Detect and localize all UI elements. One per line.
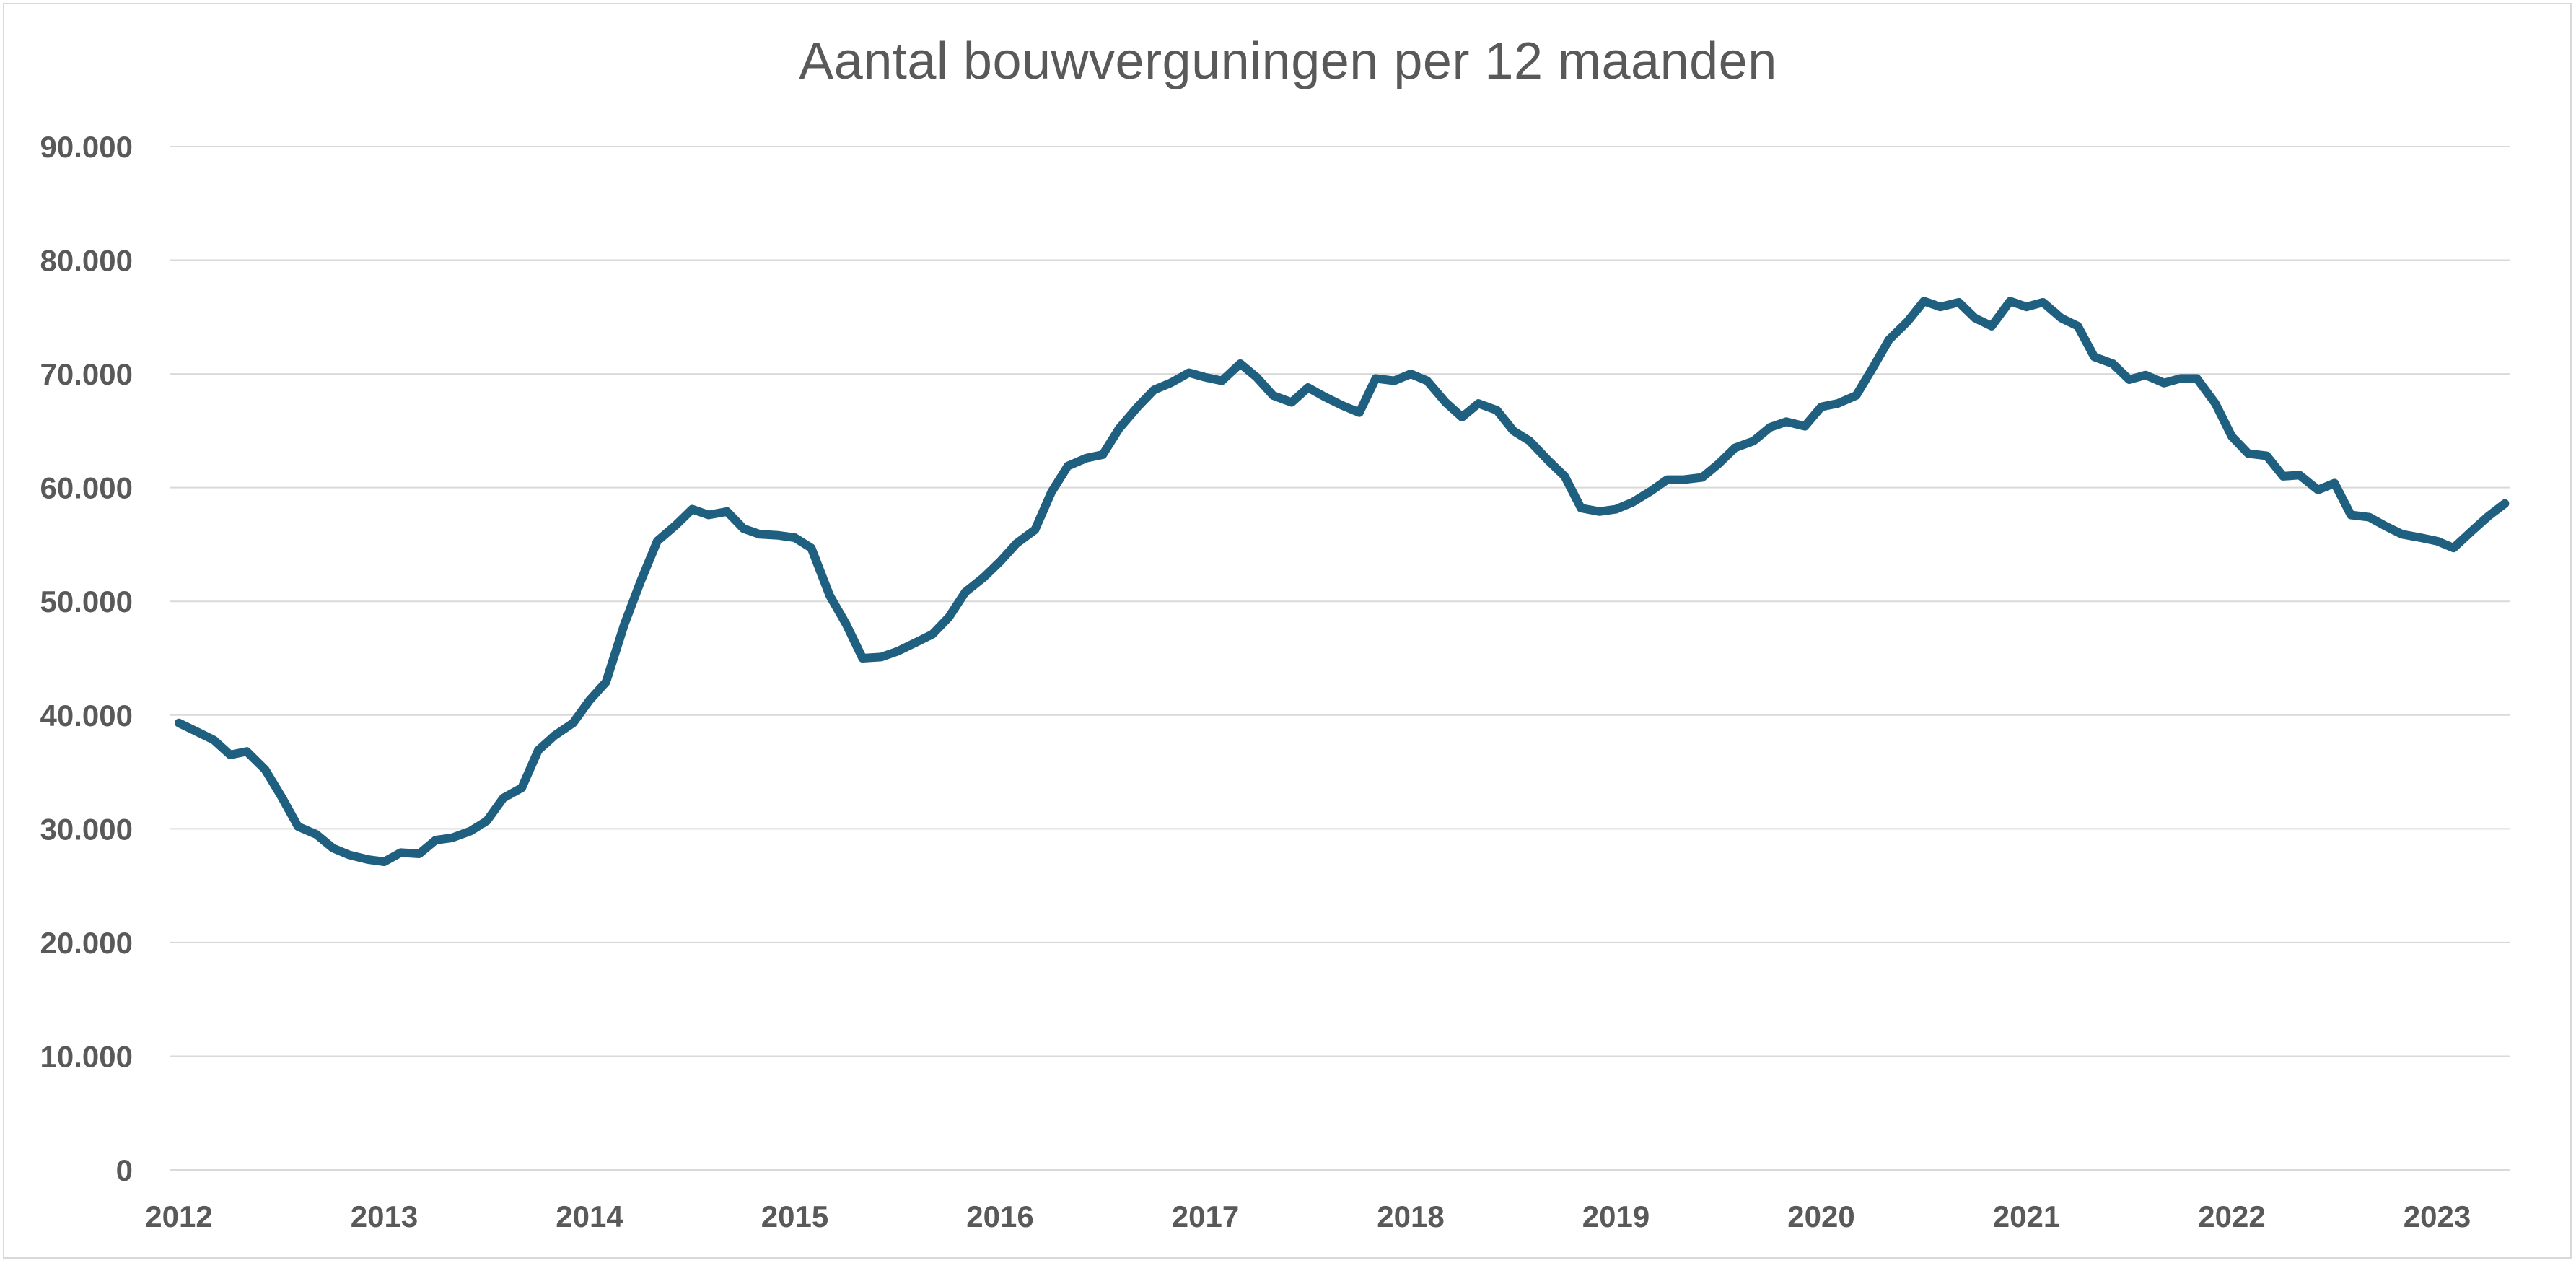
x-tick-label: 2014: [556, 1199, 623, 1233]
x-tick-label: 2021: [1993, 1199, 2060, 1233]
y-axis-tick-labels: 0 10.000 20.000 30.000 40.000 50.000 60.000 70.…: [40, 130, 133, 1187]
series-layer: [175, 297, 2510, 866]
x-tick-label: 2016: [966, 1199, 1033, 1233]
y-tick-label: 80.000: [40, 244, 133, 278]
y-tick-label: 0: [116, 1153, 133, 1187]
x-tick-label: 2022: [2198, 1199, 2265, 1233]
chart-frame: [3, 3, 2572, 1259]
x-tick-label: 2023: [2404, 1199, 2471, 1233]
x-tick-label: 2020: [1787, 1199, 1854, 1233]
y-tick-label: 40.000: [40, 699, 133, 733]
y-tick-label: 70.000: [40, 357, 133, 391]
y-tick-label: 90.000: [40, 130, 133, 164]
series-line: [175, 297, 2510, 866]
x-axis-tick-labels: 2012 2013 2014 2015 2016 2017 2018 2019 2020 2021…: [145, 1199, 2471, 1233]
y-tick-label: 10.000: [40, 1039, 133, 1073]
chart-title: Aantal bouwverguningen per 12 maanden: [799, 32, 1777, 90]
gridlines: [170, 146, 2510, 1171]
y-tick-label: 60.000: [40, 471, 133, 505]
x-tick-label: 2017: [1172, 1199, 1239, 1233]
y-tick-label: 30.000: [40, 812, 133, 846]
y-tick-label: 20.000: [40, 926, 133, 960]
y-tick-label: 50.000: [40, 585, 133, 619]
x-tick-label: 2012: [145, 1199, 212, 1233]
x-tick-label: 2015: [761, 1199, 828, 1233]
x-tick-label: 2019: [1582, 1199, 1650, 1233]
x-tick-label: 2018: [1377, 1199, 1444, 1233]
x-tick-label: 2013: [351, 1199, 418, 1233]
